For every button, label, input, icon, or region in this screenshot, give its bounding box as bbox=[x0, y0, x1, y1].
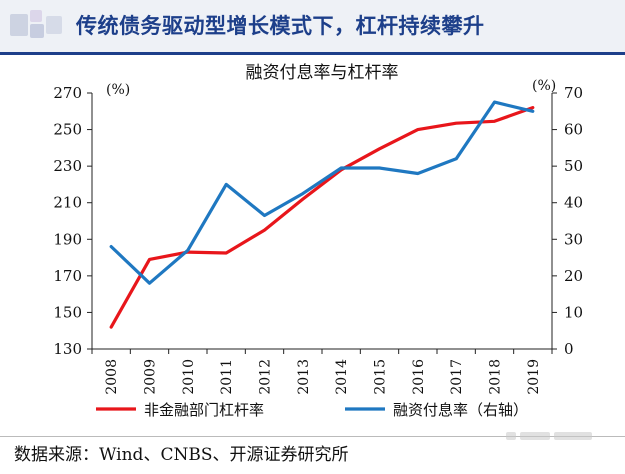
x-tick-label: 2019 bbox=[526, 359, 542, 395]
series-line-leverage-ratio bbox=[109, 105, 535, 329]
y-right-tick-label: 30 bbox=[564, 230, 583, 248]
y-right-tick-label: 50 bbox=[564, 157, 583, 175]
series-line-interest-rate bbox=[109, 100, 535, 285]
x-tick-label: 2012 bbox=[258, 359, 274, 395]
x-tick-label: 2016 bbox=[411, 359, 427, 395]
chart-area: 融资付息率与杠杆率 (%) (%) 130 150 170 190 210 230 250 270 0… bbox=[0, 56, 625, 436]
y-right-tick-label: 0 bbox=[564, 340, 574, 358]
footer-divider bbox=[0, 436, 625, 437]
blurred-logo bbox=[4, 4, 70, 44]
y-right-tick-label: 10 bbox=[564, 303, 583, 321]
x-tick-label: 2013 bbox=[296, 359, 312, 395]
y-axis-left-unit: (%) bbox=[106, 82, 130, 98]
blurred-watermark bbox=[506, 428, 596, 444]
y-right-tick-label: 70 bbox=[564, 84, 583, 102]
header-divider bbox=[0, 52, 625, 55]
y-left-tick-label: 130 bbox=[53, 340, 82, 358]
y-left-tick-label: 250 bbox=[53, 121, 82, 139]
y-left-tick-label: 170 bbox=[53, 267, 82, 285]
y-left-tick-label: 210 bbox=[53, 194, 82, 212]
legend-label-leverage-ratio: 非金融部门杠杆率 bbox=[144, 401, 264, 419]
header-band bbox=[0, 0, 625, 52]
line-chart: 融资付息率与杠杆率 (%) (%) 130 150 170 190 210 230 250 270 0… bbox=[53, 63, 583, 419]
x-tick-label: 2018 bbox=[488, 359, 504, 395]
data-source: 数据来源：Wind、CNBS、开源证券研究所 bbox=[14, 445, 349, 465]
x-tick-label: 2014 bbox=[334, 359, 350, 395]
x-tick-label: 2015 bbox=[373, 359, 389, 395]
chart-title: 融资付息率与杠杆率 bbox=[246, 63, 399, 83]
page-title: 传统债务驱动型增长模式下，杠杆持续攀升 bbox=[76, 13, 485, 38]
y-left-tick-label: 190 bbox=[53, 230, 82, 248]
x-tick-label: 2008 bbox=[104, 359, 120, 395]
y-left-tick-label: 230 bbox=[53, 157, 82, 175]
y-left-tick-label: 150 bbox=[53, 303, 82, 321]
legend-label-interest-rate: 融资付息率（右轴） bbox=[393, 401, 528, 419]
y-axis-right-unit: (%) bbox=[532, 78, 556, 94]
y-right-tick-label: 60 bbox=[564, 121, 583, 139]
x-tick-label: 2009 bbox=[143, 359, 159, 395]
y-left-tick-label: 270 bbox=[53, 84, 82, 102]
y-right-tick-label: 40 bbox=[564, 194, 583, 212]
x-tick-label: 2010 bbox=[181, 359, 197, 395]
x-tick-label: 2017 bbox=[449, 359, 465, 395]
y-right-tick-label: 20 bbox=[564, 267, 583, 285]
x-tick-label: 2011 bbox=[219, 359, 235, 395]
